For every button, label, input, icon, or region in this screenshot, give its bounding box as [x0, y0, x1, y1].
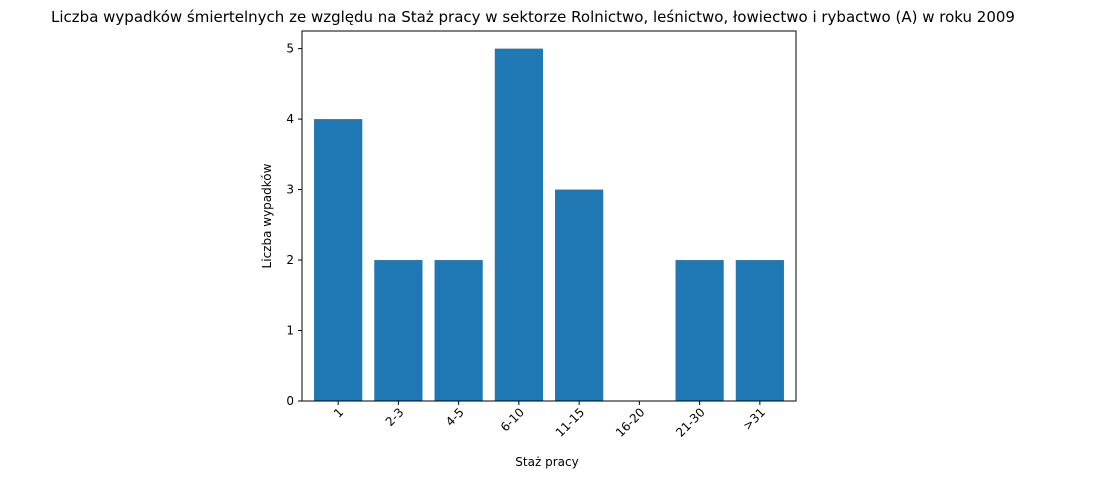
y-tick-label: 1: [286, 324, 294, 338]
bar-4-5: [434, 260, 483, 401]
bar-1: [314, 119, 363, 401]
x-tick-label: 1: [331, 405, 346, 420]
x-tick-label: 16-20: [613, 405, 648, 440]
y-tick-label: 3: [286, 183, 294, 197]
x-axis-label: Staż pracy: [515, 455, 578, 469]
y-tick-label: 5: [286, 42, 294, 56]
y-axis-label: Liczba wypadków: [260, 163, 274, 268]
bar-21-30: [675, 260, 724, 401]
chart-title: Liczba wypadków śmiertelnych ze względu …: [51, 8, 1015, 26]
x-tick-label: 4-5: [443, 405, 467, 429]
y-tick-label: 0: [286, 394, 294, 408]
y-tick-label: 2: [286, 253, 294, 267]
x-tick-label: 11-15: [553, 405, 588, 440]
x-tick-label: 2-3: [383, 405, 407, 429]
bar->31: [735, 260, 784, 401]
bar-2-3: [374, 260, 423, 401]
plot-frame: [301, 30, 797, 402]
x-tick-label: 21-30: [673, 405, 708, 440]
plot-area: 0 1 2 3 4 5 1 2-3 4-5 6-10 11-15 16-20 21-30 >31: [286, 30, 797, 440]
x-tick-label: 6-10: [498, 405, 527, 434]
bar-11-15: [555, 189, 604, 401]
bar-6-10: [494, 48, 543, 402]
x-tick-label: >31: [740, 405, 768, 433]
y-tick-label: 4: [286, 112, 294, 126]
